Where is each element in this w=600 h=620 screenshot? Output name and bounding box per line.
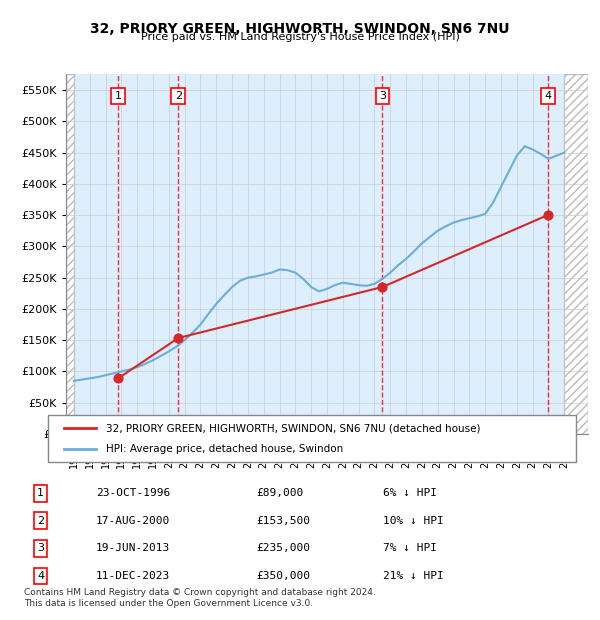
- Point: [377, 282, 387, 292]
- Point: [543, 210, 553, 220]
- Text: 7% ↓ HPI: 7% ↓ HPI: [383, 543, 437, 554]
- Text: £350,000: £350,000: [256, 571, 310, 581]
- Text: 6% ↓ HPI: 6% ↓ HPI: [383, 488, 437, 498]
- Text: Price paid vs. HM Land Registry's House Price Index (HPI): Price paid vs. HM Land Registry's House …: [140, 32, 460, 42]
- Text: 1: 1: [115, 91, 122, 101]
- Text: 2: 2: [175, 91, 182, 101]
- Text: 21% ↓ HPI: 21% ↓ HPI: [383, 571, 443, 581]
- Text: 3: 3: [379, 91, 386, 101]
- Text: 4: 4: [37, 571, 44, 581]
- Text: 10% ↓ HPI: 10% ↓ HPI: [383, 516, 443, 526]
- Bar: [564, 74, 588, 434]
- Bar: [66, 74, 74, 434]
- Text: £235,000: £235,000: [256, 543, 310, 554]
- Point: [113, 373, 123, 383]
- Text: £153,500: £153,500: [256, 516, 310, 526]
- Text: 1: 1: [37, 488, 44, 498]
- Text: 32, PRIORY GREEN, HIGHWORTH, SWINDON, SN6 7NU: 32, PRIORY GREEN, HIGHWORTH, SWINDON, SN…: [90, 22, 510, 36]
- Text: 3: 3: [37, 543, 44, 554]
- FancyBboxPatch shape: [48, 415, 576, 462]
- Text: 32, PRIORY GREEN, HIGHWORTH, SWINDON, SN6 7NU (detached house): 32, PRIORY GREEN, HIGHWORTH, SWINDON, SN…: [106, 423, 481, 433]
- Text: £89,000: £89,000: [256, 488, 303, 498]
- Text: 23-OCT-1996: 23-OCT-1996: [96, 488, 170, 498]
- Text: 2: 2: [37, 516, 44, 526]
- Text: 4: 4: [544, 91, 551, 101]
- Text: Contains HM Land Registry data © Crown copyright and database right 2024.
This d: Contains HM Land Registry data © Crown c…: [24, 588, 376, 608]
- Text: 17-AUG-2000: 17-AUG-2000: [96, 516, 170, 526]
- Point: [173, 333, 183, 343]
- Text: 11-DEC-2023: 11-DEC-2023: [96, 571, 170, 581]
- Text: HPI: Average price, detached house, Swindon: HPI: Average price, detached house, Swin…: [106, 444, 343, 454]
- Text: 19-JUN-2013: 19-JUN-2013: [96, 543, 170, 554]
- Bar: [66, 74, 74, 434]
